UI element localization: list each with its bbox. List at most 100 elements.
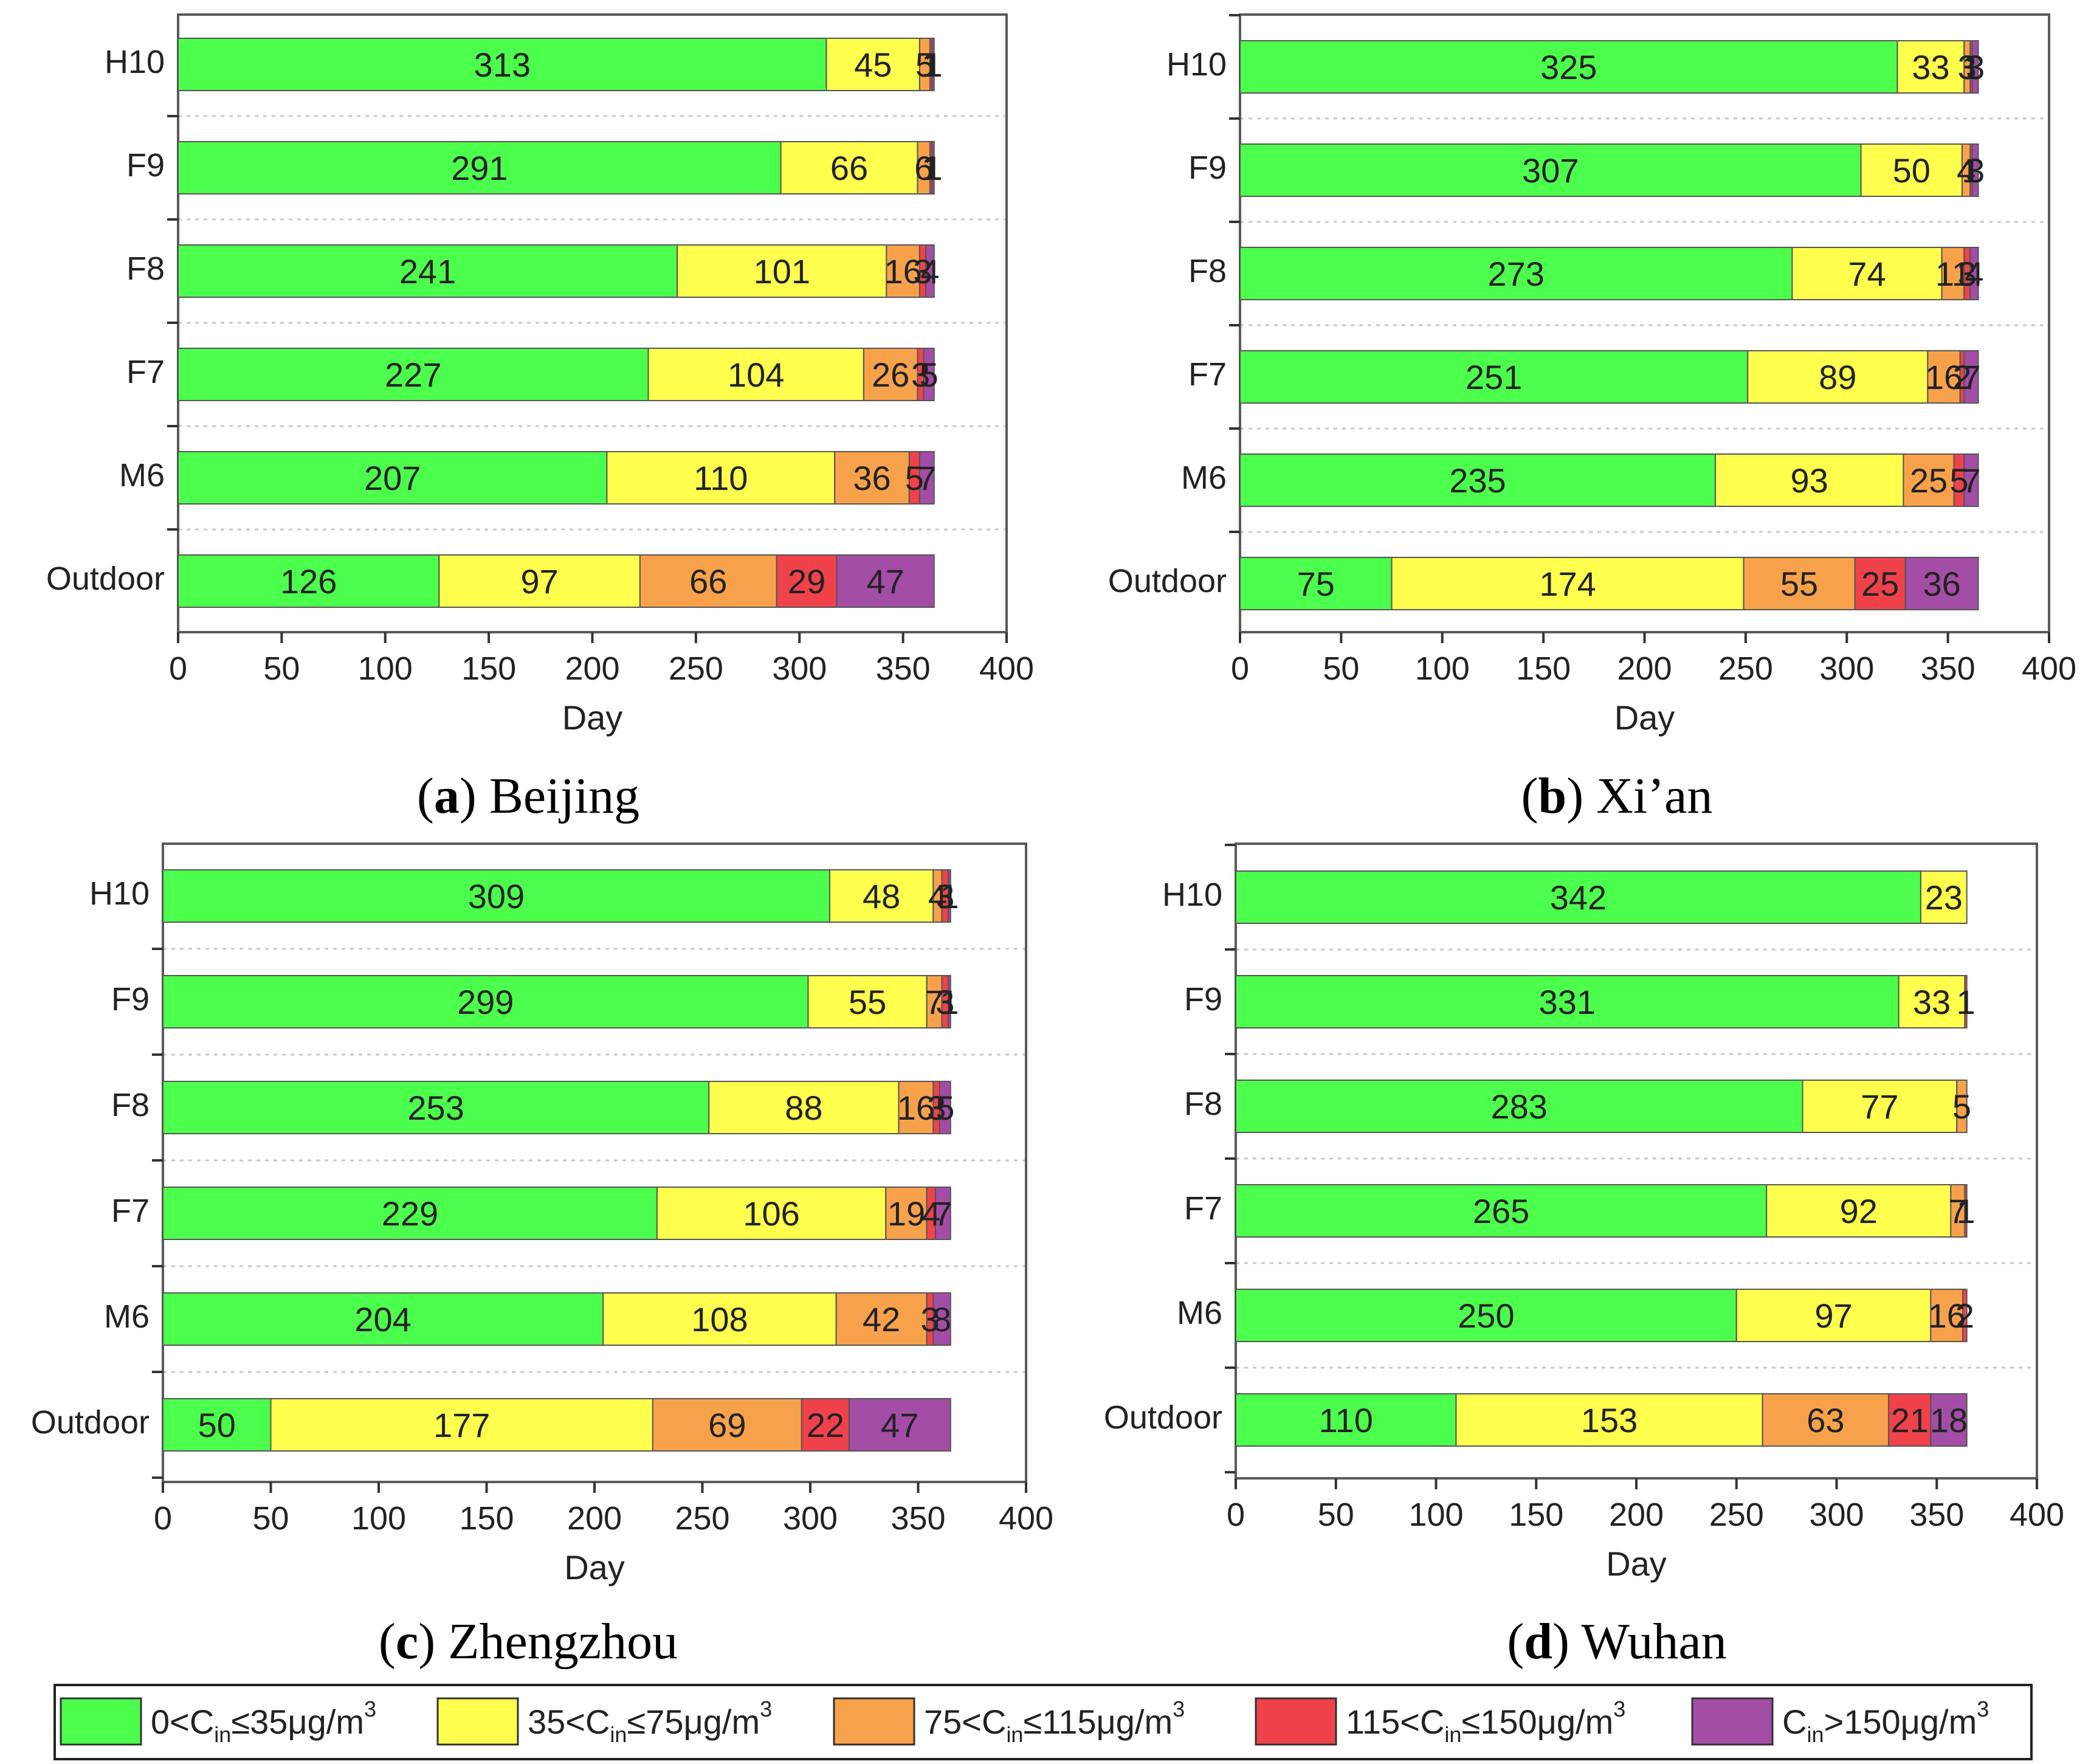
bar-segment bbox=[1391, 557, 1745, 610]
bar-segment bbox=[1930, 1393, 1968, 1447]
x-tick-label: 100 bbox=[1408, 1497, 1463, 1533]
category-label: F9 bbox=[1188, 150, 1227, 186]
bar-segment bbox=[1766, 1184, 1952, 1238]
category-label: F8 bbox=[126, 250, 165, 287]
legend-swatch-4 bbox=[1255, 1697, 1337, 1746]
bar-value-label: 241 bbox=[399, 252, 456, 291]
bar-value-label: 3 bbox=[927, 1089, 946, 1127]
bar-segment bbox=[177, 451, 608, 505]
category-label: H10 bbox=[89, 875, 150, 912]
x-tick-label: 350 bbox=[876, 650, 931, 687]
bar-segment bbox=[1239, 247, 1793, 300]
bar-value-label: 88 bbox=[785, 1089, 822, 1127]
bar-value-label: 204 bbox=[354, 1300, 411, 1339]
bar-segment bbox=[1747, 350, 1929, 404]
bar-segment bbox=[656, 1187, 887, 1240]
x-tick-label: 200 bbox=[565, 650, 619, 687]
x-tick-label: 300 bbox=[1819, 650, 1874, 687]
bar-segment bbox=[1969, 247, 1979, 300]
bar-value-label: 1 bbox=[1956, 983, 1975, 1021]
bar-value-label: 4 bbox=[920, 252, 939, 291]
bar-value-label: 50 bbox=[198, 1406, 236, 1444]
bar-segment bbox=[848, 1398, 951, 1452]
category-label: F9 bbox=[111, 981, 150, 1018]
bar-value-label: 4 bbox=[1965, 255, 1983, 293]
bar-value-label: 77 bbox=[1861, 1087, 1898, 1126]
x-tick-label: 400 bbox=[999, 1500, 1053, 1537]
x-axis-title: Day bbox=[562, 698, 623, 737]
x-tick-label: 0 bbox=[154, 1500, 172, 1537]
bar-value-label: 3 bbox=[935, 877, 954, 915]
bar-value-label: 66 bbox=[689, 562, 727, 601]
bar-segment bbox=[162, 1398, 272, 1452]
bar-segment bbox=[602, 1292, 837, 1346]
legend-swatch-3 bbox=[833, 1697, 915, 1746]
bar-value-label: 3 bbox=[920, 1300, 939, 1339]
bar-segment bbox=[1962, 1289, 1968, 1342]
plot-frame bbox=[1235, 842, 2038, 1480]
bar-value-label: 93 bbox=[1791, 461, 1828, 500]
x-tick-label: 150 bbox=[459, 1500, 514, 1537]
bar-value-label: 97 bbox=[520, 562, 558, 601]
x-tick-label: 100 bbox=[351, 1500, 406, 1537]
bar-value-label: 48 bbox=[863, 877, 900, 915]
bar-segment bbox=[934, 1187, 951, 1240]
bar-segment bbox=[1927, 350, 1961, 404]
x-tick-label: 400 bbox=[2022, 650, 2076, 687]
category-label: M6 bbox=[1181, 460, 1227, 496]
bar-value-label: 16 bbox=[1928, 1297, 1966, 1335]
bar-value-label: 174 bbox=[1539, 565, 1596, 603]
bar-segment bbox=[925, 244, 935, 298]
bar-value-label: 19 bbox=[887, 1194, 925, 1233]
bar-segment bbox=[1971, 40, 1979, 94]
bar-segment bbox=[801, 1398, 850, 1452]
bar-value-label: 7 bbox=[1962, 461, 1980, 500]
x-tick-label: 150 bbox=[1516, 650, 1571, 687]
x-tick-label: 300 bbox=[1809, 1497, 1864, 1533]
bar-value-label: 55 bbox=[849, 983, 886, 1021]
x-tick-label: 50 bbox=[252, 1500, 289, 1537]
bar-segment bbox=[1920, 870, 1968, 924]
bar-segment bbox=[177, 38, 827, 91]
bar-value-label: 229 bbox=[382, 1194, 438, 1233]
bar-segment bbox=[1904, 557, 1979, 610]
bar-segment bbox=[438, 554, 641, 608]
x-tick-label: 250 bbox=[669, 650, 723, 687]
bar-value-label: 110 bbox=[694, 459, 748, 497]
bar-value-label: 104 bbox=[728, 356, 784, 394]
category-label: F7 bbox=[1188, 356, 1227, 393]
bar-value-label: 25 bbox=[1861, 565, 1899, 603]
bar-value-label: 4 bbox=[928, 877, 947, 915]
x-tick-label: 0 bbox=[169, 650, 187, 687]
bar-segment bbox=[931, 38, 935, 91]
legend-label-4: 115<Cin≤150μg/m3 bbox=[1346, 1697, 1625, 1747]
bar-value-label: 2 bbox=[1952, 358, 1971, 396]
bar-value-label: 126 bbox=[280, 562, 337, 601]
legend-label-5: Cin>150μg/m3 bbox=[1782, 1697, 1989, 1747]
bar-segment bbox=[918, 451, 935, 505]
caption-c: (c) Zhengzhou bbox=[379, 1613, 678, 1670]
bar-value-label: 4 bbox=[1957, 151, 1976, 190]
plot-frame bbox=[177, 13, 1008, 633]
bar-segment bbox=[931, 141, 935, 195]
category-label: Outdoor bbox=[1104, 1399, 1222, 1436]
bar-value-label: 273 bbox=[1487, 255, 1544, 293]
x-tick-label: 0 bbox=[1227, 1497, 1245, 1533]
bar-value-label: 21 bbox=[1891, 1401, 1929, 1439]
bar-value-label: 251 bbox=[1466, 358, 1522, 396]
bar-value-label: 2 bbox=[1955, 1297, 1974, 1335]
bar-value-label: 3 bbox=[1966, 151, 1985, 190]
bar-value-label: 45 bbox=[854, 46, 892, 84]
bar-value-label: 1 bbox=[923, 46, 942, 84]
bar-segment bbox=[652, 1398, 802, 1452]
bar-segment bbox=[948, 975, 951, 1028]
bar-segment bbox=[1239, 143, 1862, 197]
x-tick-label: 350 bbox=[1921, 650, 1976, 687]
bar-segment bbox=[647, 348, 864, 401]
category-label: H10 bbox=[1166, 46, 1227, 83]
bar-value-label: 313 bbox=[474, 46, 531, 84]
x-tick-label: 200 bbox=[1617, 650, 1672, 687]
bar-segment bbox=[177, 141, 782, 195]
bar-segment bbox=[1963, 350, 1979, 404]
